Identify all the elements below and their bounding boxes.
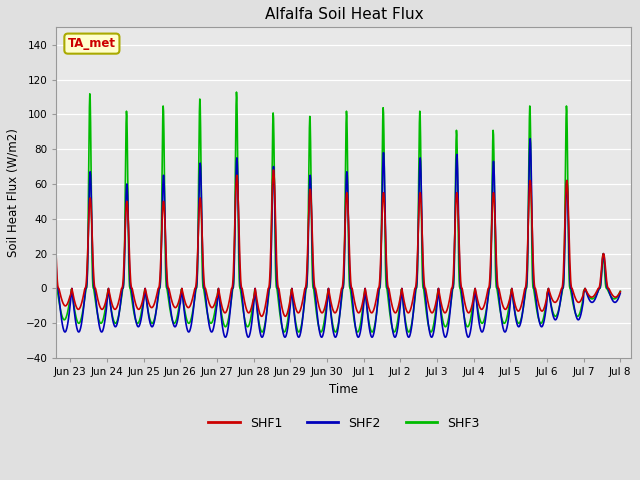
SHF2 (264, 294, 272, 300)
SHF1 (616, 289, 624, 295)
SHF1 (425, 303, 433, 309)
SHF2 (425, 323, 433, 329)
SHF3 (30, 294, 38, 300)
SHF3 (265, 293, 273, 299)
SHF3 (616, 288, 624, 294)
SHF3 (395, 310, 403, 316)
Y-axis label: Soil Heat Flux (W/m2): Soil Heat Flux (W/m2) (7, 128, 20, 257)
SHF3 (49, 46, 57, 51)
SHF2 (395, 320, 403, 326)
SHF2 (45, 289, 52, 295)
SHF1 (258, 313, 266, 319)
SHF1 (269, 167, 277, 173)
Line: SHF3: SHF3 (34, 48, 620, 332)
SHF2 (221, 335, 229, 340)
SHF3 (45, 291, 52, 297)
SHF1 (30, 292, 38, 298)
SHF1 (264, 286, 272, 291)
SHF3 (301, 297, 308, 303)
Line: SHF1: SHF1 (34, 170, 620, 316)
SHF2 (301, 298, 308, 304)
Title: Alfalfa Soil Heat Flux: Alfalfa Soil Heat Flux (264, 7, 423, 22)
SHF2 (342, 172, 350, 178)
Legend: SHF1, SHF2, SHF3: SHF1, SHF2, SHF3 (204, 411, 484, 434)
SHF1 (301, 286, 308, 291)
SHF1 (343, 190, 351, 195)
SHF1 (45, 286, 52, 291)
SHF1 (395, 302, 403, 308)
Line: SHF2: SHF2 (34, 139, 620, 337)
Text: TA_met: TA_met (68, 37, 116, 50)
SHF3 (425, 325, 433, 331)
SHF2 (526, 136, 534, 142)
X-axis label: Time: Time (330, 383, 358, 396)
SHF3 (258, 329, 266, 335)
SHF2 (616, 290, 624, 296)
SHF2 (30, 300, 38, 306)
SHF3 (343, 113, 351, 119)
